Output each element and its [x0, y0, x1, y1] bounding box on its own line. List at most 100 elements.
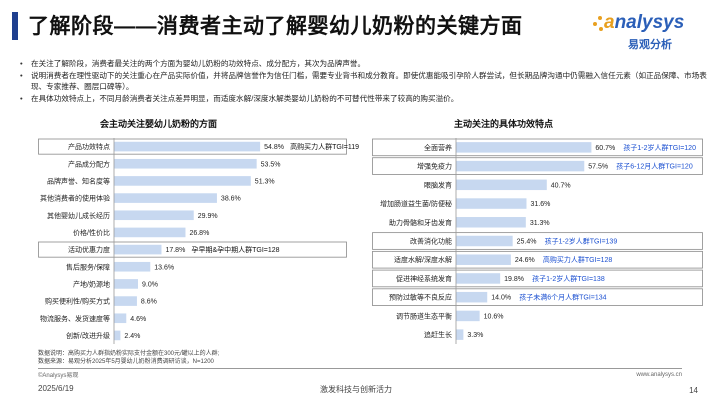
- category-label: 追赶生长: [424, 330, 452, 339]
- bar: [456, 160, 585, 172]
- category-label: 全面营养: [424, 143, 452, 152]
- value-label: 2.4%: [124, 333, 140, 340]
- highlight-box: [372, 288, 703, 306]
- analysys-logo: analysys 易观分析: [590, 10, 700, 54]
- title-accent-bar: [12, 12, 18, 40]
- bar: [114, 279, 138, 289]
- category-label: 产品功效特点: [68, 142, 110, 151]
- category-label: 创新/改进升级: [66, 331, 110, 340]
- highlight-box: [38, 241, 347, 258]
- logo-chinese: 易观分析: [628, 39, 672, 51]
- bar: [456, 142, 592, 153]
- right-bar-chart: 全面营养 60.7% 孩子1-2岁人群TGI=120 增强免疫力 57.5% 孩子6-12…: [372, 138, 703, 344]
- tgi-annotation: 高购买力人群TGI=128: [543, 255, 613, 264]
- bullet-item: 在关注了解阶段，消费者最关注的两个方面为婴幼儿奶粉的功效特点、成分配方，其次为品…: [20, 58, 710, 70]
- highlight-box: [372, 157, 703, 175]
- bar: [114, 158, 257, 169]
- bar: [114, 261, 151, 272]
- category-label: 改善消化功能: [410, 237, 452, 246]
- bar: [456, 179, 547, 191]
- category-label: 产品成分配方: [68, 159, 110, 168]
- value-label: 13.6%: [154, 264, 174, 271]
- left-chart-title: 会主动关注婴幼儿奶粉的方面: [100, 119, 218, 129]
- bar: [114, 193, 217, 203]
- page-number: 14: [689, 386, 698, 395]
- category-label: 增加肠道益生菌/防便秘: [380, 199, 452, 208]
- value-label: 19.8%: [504, 276, 524, 283]
- logo-dot-icon: [593, 22, 597, 26]
- bar: [456, 235, 513, 247]
- copyright: ©Analysys易观: [38, 373, 79, 379]
- footer-divider: [38, 368, 682, 369]
- value-label: 29.9%: [198, 213, 218, 220]
- bar: [456, 310, 480, 322]
- data-source: 数据来源：易观分析2025年5月婴幼儿奶粉消费调研访谈，N=1200: [38, 359, 214, 365]
- category-label: 购买便利性/购买方式: [45, 297, 110, 306]
- data-sources: 数据说明：高购买力人群指奶粉实际支付金额在300元/罐以上的人群; 数据来源：易…: [38, 350, 219, 366]
- tgi-annotation: 高购买力人群TGI=119: [290, 142, 359, 151]
- value-label: 10.6%: [484, 313, 504, 320]
- category-label: 物流服务、发货速度等: [40, 314, 110, 323]
- bar: [456, 291, 488, 303]
- category-label: 调节肠道生态平衡: [396, 311, 452, 320]
- tgi-annotation: 孩子6-12月人群TGI=120: [616, 162, 693, 171]
- bar: [114, 176, 251, 186]
- tgi-annotation: 孩子1-2岁人群TGI=139: [545, 237, 618, 246]
- value-label: 60.7%: [595, 145, 615, 152]
- bar: [456, 273, 501, 284]
- bar: [114, 296, 137, 306]
- category-label: 助力骨骼和牙齿发育: [389, 218, 452, 227]
- category-label: 品牌声誉、知名度等: [47, 176, 110, 185]
- bar: [114, 227, 186, 238]
- category-label: 眼脑发育: [424, 180, 452, 189]
- bar: [114, 210, 194, 221]
- logo-dot-icon: [598, 16, 602, 20]
- value-label: 17.8%: [165, 247, 185, 254]
- tgi-annotation: 孩子未满6个月人群TGI=134: [519, 293, 606, 302]
- category-label: 产地/奶源地: [73, 279, 110, 288]
- tgi-annotation: 孕早期&孕中期人群TGI=128: [191, 245, 279, 254]
- value-label: 31.3%: [530, 220, 550, 227]
- value-label: 8.6%: [141, 299, 157, 306]
- category-label: 增强免疫力: [417, 162, 452, 171]
- tgi-annotation: 孩子1-2岁人群TGI=138: [532, 274, 605, 283]
- value-label: 14.0%: [491, 295, 511, 302]
- bullet-item: 说明消费者在理性驱动下的关注重心在产品实际价值，并将品牌信誉作为信任门槛，需要专…: [20, 70, 710, 93]
- value-label: 38.6%: [221, 196, 241, 203]
- value-label: 9.0%: [142, 281, 158, 288]
- footer-date: 2025/6/19: [38, 384, 74, 393]
- bar: [114, 313, 127, 324]
- data-note: 数据说明：高购买力人群指奶粉实际支付金额在300元/罐以上的人群;: [38, 351, 220, 357]
- bar: [114, 141, 261, 152]
- value-label: 24.6%: [515, 257, 535, 264]
- value-label: 54.8%: [264, 144, 284, 151]
- category-label: 其他消费者的使用体验: [40, 194, 110, 203]
- value-label: 26.8%: [189, 230, 209, 237]
- value-label: 4.6%: [130, 316, 146, 323]
- category-label: 适度水解/深度水解: [394, 255, 452, 264]
- right-chart-title: 主动关注的具体功效特点: [454, 119, 554, 129]
- logo-dot-icon: [599, 27, 603, 31]
- bar: [456, 329, 464, 340]
- category-label: 预防过敏等不良反应: [389, 293, 452, 302]
- summary-bullets: 在关注了解阶段，消费者最关注的两个方面为婴幼儿奶粉的功效特点、成分配方，其次为品…: [20, 58, 710, 104]
- footer-slogan: 激发科技与创新活力: [320, 385, 392, 394]
- value-label: 40.7%: [551, 182, 571, 189]
- highlight-box: [372, 250, 703, 269]
- value-label: 53.5%: [261, 161, 281, 168]
- value-label: 57.5%: [588, 164, 608, 171]
- value-label: 51.3%: [255, 178, 275, 185]
- bar: [114, 330, 121, 341]
- bullet-item: 在具体功效特点上，不同月龄消费者关注点差异明显，而适度水解/深度水解类婴幼儿奶粉…: [20, 93, 710, 105]
- website-link[interactable]: www.analysys.cn: [636, 372, 682, 378]
- category-label: 其他婴幼儿成长经历: [47, 211, 110, 220]
- value-label: 31.6%: [530, 201, 550, 208]
- logo-wordmark: analysys: [604, 12, 685, 33]
- bar: [456, 198, 527, 209]
- highlight-box: [372, 269, 703, 288]
- bar: [456, 254, 511, 265]
- highlight-box: [372, 232, 703, 250]
- category-label: 活动优惠力度: [68, 245, 110, 254]
- category-label: 促进神经系统发育: [396, 274, 452, 283]
- tgi-annotation: 孩子1-2岁人群TGI=120: [623, 143, 696, 152]
